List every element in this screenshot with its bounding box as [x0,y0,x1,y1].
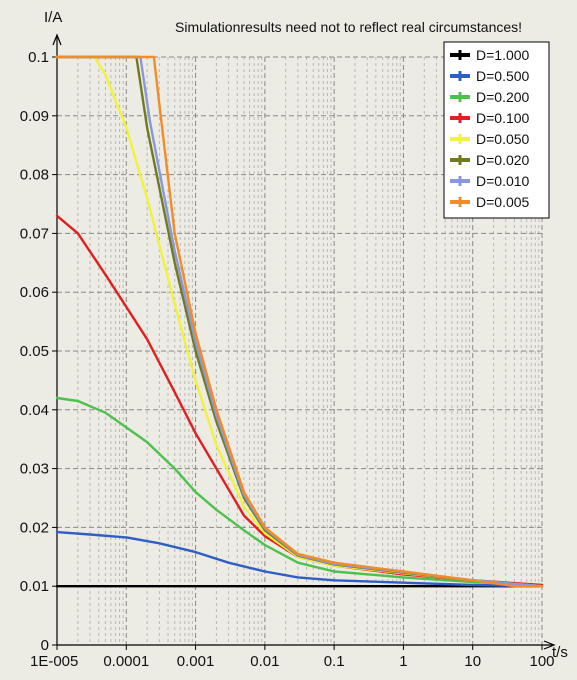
tick-labels: 0 0.01 0.02 0.03 0.04 0.05 0.06 0.07 0.08 0.09 0.1… [20,49,555,670]
x-tick-label: 10 [464,653,481,670]
y-tick-label: 0.08 [20,167,49,184]
legend-entry: D=0.200 [476,89,530,105]
y-tick-label: 0.05 [20,343,49,360]
y-tick-label: 0 [41,637,49,654]
legend-entry: D=0.100 [476,110,530,126]
x-tick-label: 0.0001 [103,653,149,670]
legend-entry: D=0.020 [476,152,530,168]
x-axis-label: t/s [552,644,568,661]
y-tick-label: 0.01 [20,578,49,595]
x-tick-label: 1E-005 [30,653,78,670]
y-tick-label: 0.06 [20,284,49,301]
x-axis-arrow [543,640,556,650]
y-tick-label: 0.09 [20,108,49,125]
x-tick-label: 1 [399,653,407,670]
x-tick-label: 100 [529,653,554,670]
x-tick-label: 0.1 [324,653,345,670]
series-line-D=0.005 [55,55,544,588]
legend-entry: D=0.500 [476,68,530,84]
series-lines [55,55,544,588]
series-line-D=0.200 [55,396,544,587]
axes [52,33,556,650]
y-tick-label: 0.03 [20,461,49,478]
y-tick-label: 0.07 [20,225,49,242]
y-axis-label: I/A [44,9,62,26]
legend-entry: D=0.050 [476,131,530,147]
series-line-D=0.500 [55,530,544,588]
y-tick-label: 0.1 [28,49,49,66]
legend-entry: D=1.000 [476,47,530,63]
simulation-note: Simulationresults need not to reflect re… [175,19,522,35]
y-tick-label: 0.04 [20,402,49,419]
legend: D=1.000 D=0.500 D=0.200 D=0.100 D=0.050 D=0.0… [443,41,550,219]
y-tick-label: 0.02 [20,519,49,536]
y-axis-arrow [52,33,62,46]
x-tick-label: 0.01 [250,653,279,670]
x-tick-label: 0.001 [177,653,215,670]
legend-entry: D=0.005 [476,194,530,210]
legend-entry: D=0.010 [476,173,530,189]
